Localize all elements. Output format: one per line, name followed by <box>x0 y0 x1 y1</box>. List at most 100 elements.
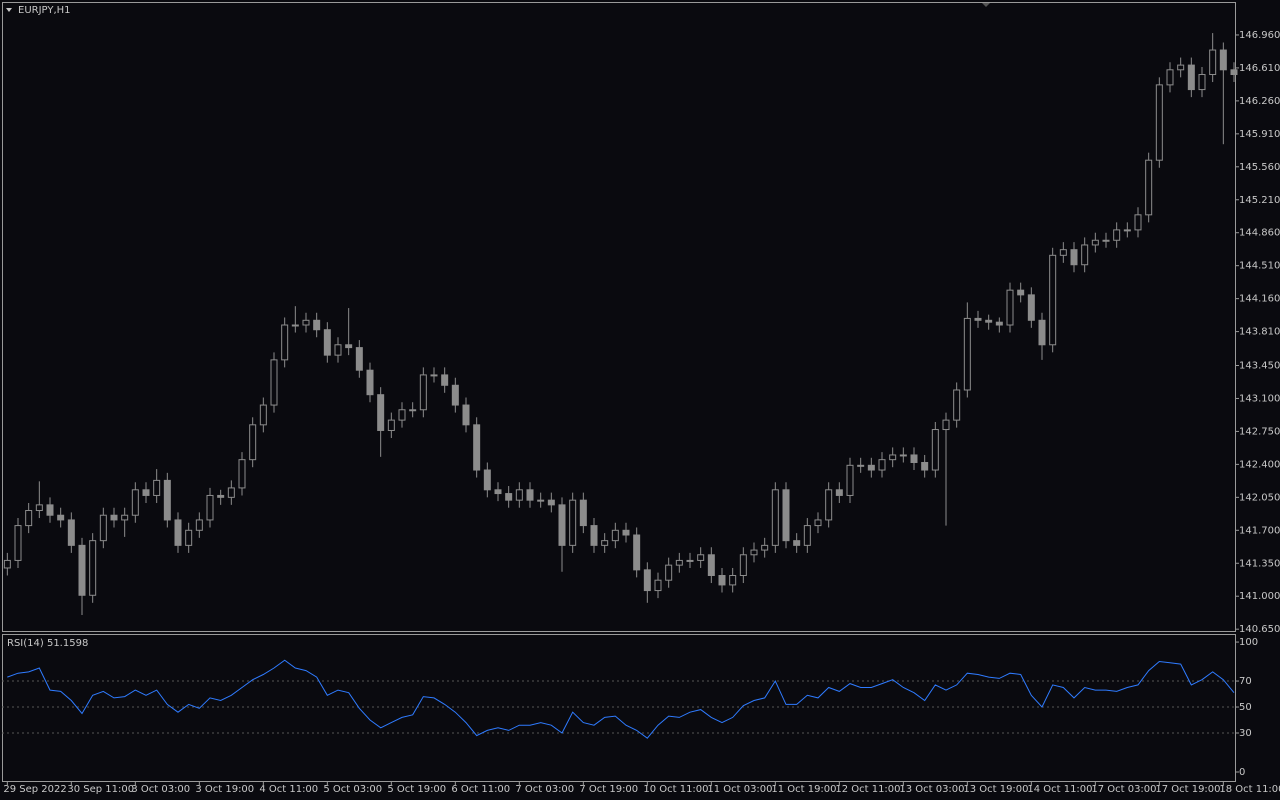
x-tick-label: 14 Oct 11:00 <box>1027 784 1092 795</box>
candle-body <box>1187 64 1195 91</box>
candle-body <box>750 549 758 556</box>
candle-body <box>1209 49 1217 76</box>
candle-body <box>313 319 321 331</box>
y-tick-label: 70 <box>1239 676 1252 687</box>
candle-body <box>366 369 374 396</box>
candle-body <box>729 574 737 586</box>
rsi-line <box>7 659 1235 739</box>
candle-body <box>985 319 993 323</box>
x-tick-label: 17 Oct 03:00 <box>1091 784 1156 795</box>
candle-body <box>451 384 459 406</box>
x-tick-label: 3 Oct 03:00 <box>131 784 190 795</box>
candle-body <box>569 499 577 546</box>
candle-body <box>857 464 865 467</box>
candle-body <box>665 564 673 581</box>
candle-body <box>441 374 449 386</box>
candle-body <box>1017 289 1025 296</box>
candle-body <box>558 504 566 546</box>
candle-body <box>899 454 907 457</box>
candle-body <box>409 409 417 412</box>
candle-body <box>526 489 534 501</box>
candle-body <box>825 489 833 521</box>
candle-body <box>921 461 929 471</box>
x-tick-label: 6 Oct 11:00 <box>451 784 510 795</box>
candle-body <box>793 540 801 546</box>
x-tick-label: 5 Oct 19:00 <box>387 784 446 795</box>
candle-body <box>387 419 395 431</box>
y-tick-label: 141.700 <box>1239 525 1280 536</box>
rsi-panel <box>2 634 1236 782</box>
x-tick-label: 11 Oct 19:00 <box>771 784 836 795</box>
candle-body <box>3 559 11 569</box>
candle-body <box>942 419 950 431</box>
y-tick-label: 142.400 <box>1239 459 1280 470</box>
y-tick-label: 142.750 <box>1239 426 1280 437</box>
candle-body <box>67 519 75 546</box>
shift-marker <box>982 3 990 7</box>
menu-arrow[interactable] <box>6 8 12 12</box>
candle-body <box>153 479 161 496</box>
candle-body <box>174 519 182 546</box>
y-tick-label: 100 <box>1239 637 1258 648</box>
candle-body <box>1155 84 1163 161</box>
candle-body <box>1198 74 1206 91</box>
candle-body <box>867 464 875 471</box>
x-tick-label: 30 Sep 11:00 <box>67 784 134 795</box>
y-tick-label: 50 <box>1239 702 1252 713</box>
candle-body <box>803 525 811 546</box>
y-tick-label: 145.560 <box>1239 162 1280 173</box>
candle-body <box>1027 294 1035 321</box>
y-tick-label: 145.910 <box>1239 129 1280 140</box>
x-tick-label: 5 Oct 03:00 <box>323 784 382 795</box>
x-tick-label: 3 Oct 19:00 <box>195 784 254 795</box>
candle-body <box>227 487 235 498</box>
x-tick-label: 18 Oct 11:00 <box>1219 784 1280 795</box>
candle-body <box>889 454 897 461</box>
candle-body <box>323 329 331 356</box>
candle-body <box>963 317 971 391</box>
candle-body <box>835 489 843 496</box>
candle-body <box>675 559 683 566</box>
candle-body <box>878 459 886 471</box>
y-tick-label: 144.860 <box>1239 228 1280 239</box>
candle-body <box>771 489 779 546</box>
candle-body <box>601 540 609 546</box>
candle-body <box>291 324 299 327</box>
candle-body <box>515 489 523 501</box>
y-tick-label: 146.260 <box>1239 96 1280 107</box>
candle-body <box>142 489 150 496</box>
candle-body <box>782 489 790 542</box>
rsi-title: RSI(14) 51.1598 <box>7 638 88 649</box>
candle-body <box>206 494 214 521</box>
candle-body <box>57 514 65 521</box>
y-tick-label: 144.160 <box>1239 294 1280 305</box>
candle-body <box>1113 229 1121 241</box>
candle-body <box>814 519 822 527</box>
candle-body <box>1102 239 1110 242</box>
x-tick-label: 7 Oct 03:00 <box>515 784 574 795</box>
candle-body <box>46 504 54 516</box>
candle-body <box>1049 254 1057 346</box>
x-tick-label: 29 Sep 2022 <box>3 784 66 795</box>
candle-body <box>195 519 203 531</box>
candle-body <box>99 514 107 542</box>
candle-body <box>281 324 289 361</box>
candle-body <box>931 429 939 471</box>
candle-body <box>1059 249 1067 256</box>
candle-body <box>633 534 641 571</box>
candle-body <box>238 459 246 489</box>
x-tick-label: 10 Oct 11:00 <box>643 784 708 795</box>
candle-body <box>131 489 139 516</box>
y-tick-label: 143.450 <box>1239 360 1280 371</box>
candle-body <box>494 489 502 495</box>
candle-body <box>1123 229 1131 232</box>
candle-body <box>78 544 86 596</box>
candle-body <box>686 559 694 562</box>
candle-body <box>121 514 129 521</box>
y-tick-label: 146.610 <box>1239 63 1280 74</box>
candle-body <box>761 544 769 551</box>
candle-body <box>473 424 481 471</box>
candle-body <box>590 525 598 546</box>
candle-body <box>611 529 619 542</box>
